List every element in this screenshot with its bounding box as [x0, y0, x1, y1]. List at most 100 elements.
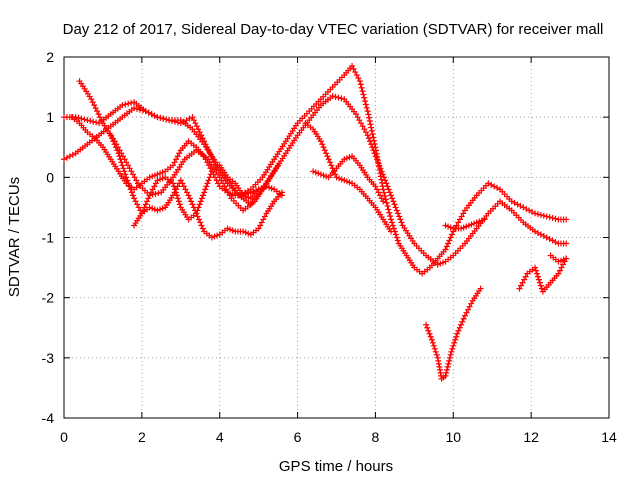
data-point — [423, 321, 430, 328]
data-point — [190, 117, 197, 124]
data-point — [182, 186, 189, 193]
data-point — [78, 115, 85, 122]
data-point — [368, 141, 375, 148]
data-point — [335, 94, 342, 101]
data-point — [383, 180, 390, 187]
data-point — [207, 165, 214, 172]
data-point — [461, 312, 468, 319]
data-point — [193, 210, 200, 217]
data-point — [90, 118, 97, 125]
data-point — [119, 102, 126, 109]
data-point — [532, 210, 539, 217]
data-point — [223, 186, 230, 193]
data-point — [131, 195, 138, 202]
data-point — [131, 105, 138, 112]
data-point — [329, 165, 336, 172]
data-point — [369, 131, 376, 138]
data-point — [521, 276, 528, 283]
data-point — [380, 174, 387, 181]
data-point — [362, 101, 369, 108]
data-point — [433, 351, 440, 358]
data-point — [220, 180, 227, 187]
data-point — [386, 189, 393, 196]
x-tick-label: 14 — [601, 429, 617, 445]
data-point — [206, 174, 213, 181]
data-point — [149, 186, 156, 193]
data-point — [260, 216, 267, 223]
data-point — [385, 206, 392, 213]
data-point — [448, 231, 455, 238]
data-point — [538, 285, 545, 292]
data-point — [75, 114, 82, 121]
data-point — [126, 183, 133, 190]
data-point — [358, 84, 365, 91]
data-point — [563, 240, 570, 247]
data-point — [390, 225, 397, 232]
data-point — [468, 300, 475, 307]
y-tick-label: 0 — [46, 169, 54, 185]
data-point — [373, 186, 380, 193]
data-point — [357, 120, 364, 127]
data-point — [173, 192, 180, 199]
data-point — [450, 342, 457, 349]
data-point — [522, 273, 529, 280]
data-point — [371, 150, 378, 157]
data-point — [378, 195, 385, 202]
data-point — [363, 104, 370, 111]
data-point — [261, 213, 268, 220]
data-point — [366, 117, 373, 124]
data-point — [372, 153, 379, 160]
data-point — [442, 246, 449, 253]
data-point — [121, 168, 128, 175]
series-arc-12 — [547, 252, 570, 265]
data-point — [84, 117, 91, 124]
data-point — [382, 177, 389, 184]
data-point — [380, 198, 387, 205]
data-point — [176, 150, 183, 157]
data-point — [193, 123, 200, 130]
data-point — [453, 333, 460, 340]
data-point — [481, 216, 488, 223]
data-point — [129, 171, 136, 178]
data-point — [379, 171, 386, 178]
data-point — [365, 135, 372, 142]
y-axis-label: SDTVAR / TECUs — [6, 177, 23, 297]
data-point — [325, 156, 332, 163]
data-point — [361, 126, 368, 133]
data-point — [328, 162, 335, 169]
data-point — [327, 159, 334, 166]
data-point — [380, 186, 387, 193]
data-point — [356, 78, 363, 85]
data-point — [393, 207, 400, 214]
data-point — [381, 193, 388, 200]
data-point — [477, 285, 484, 292]
data-point — [532, 264, 539, 271]
data-point — [114, 147, 121, 154]
data-point — [275, 162, 282, 169]
data-point — [428, 336, 435, 343]
data-point — [540, 212, 547, 219]
data-point — [535, 276, 542, 283]
data-point — [519, 279, 526, 286]
data-point — [365, 111, 372, 118]
data-point — [445, 360, 452, 367]
y-tick-label: -4 — [42, 410, 55, 426]
data-point — [362, 98, 369, 105]
data-point — [396, 213, 403, 220]
data-point — [534, 273, 541, 280]
data-point — [360, 91, 367, 98]
data-point — [148, 189, 155, 196]
data-point — [88, 96, 95, 103]
data-point — [180, 183, 187, 190]
data-point — [369, 144, 376, 151]
data-point — [455, 327, 462, 334]
data-point — [196, 201, 203, 208]
data-point — [198, 195, 205, 202]
data-point — [194, 213, 201, 220]
y-tick-label: -3 — [42, 350, 55, 366]
data-point — [87, 117, 94, 124]
data-points — [61, 63, 570, 382]
